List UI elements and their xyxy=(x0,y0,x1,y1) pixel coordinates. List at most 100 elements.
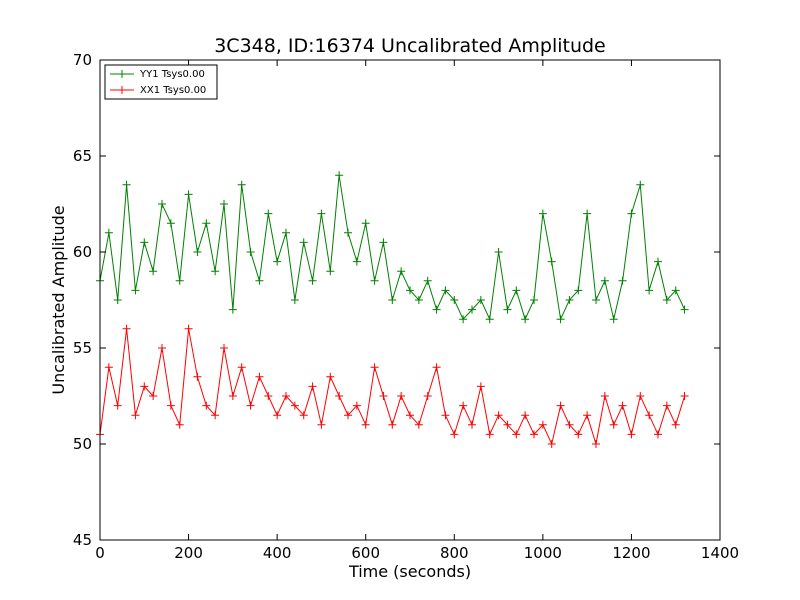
series-layer xyxy=(96,171,689,448)
data-point xyxy=(388,420,397,429)
data-point xyxy=(406,411,414,420)
data-point xyxy=(609,420,618,429)
data-point xyxy=(122,180,131,189)
data-point xyxy=(246,248,255,256)
data-point xyxy=(592,440,600,448)
data-point xyxy=(583,411,592,420)
data-point xyxy=(335,392,344,400)
data-point xyxy=(317,420,326,429)
data-point xyxy=(140,382,149,391)
data-point xyxy=(158,344,166,352)
y-tick-label: 65 xyxy=(73,147,92,165)
y-tick-label: 70 xyxy=(73,51,92,69)
data-point xyxy=(255,372,264,381)
data-point xyxy=(547,440,556,448)
data-point xyxy=(299,238,308,247)
data-point xyxy=(308,382,317,391)
data-point xyxy=(246,401,255,410)
data-point xyxy=(565,296,574,304)
data-point xyxy=(662,401,671,410)
data-point xyxy=(344,411,352,420)
data-point xyxy=(450,296,459,304)
x-tick-label: 800 xyxy=(440,544,469,562)
data-point xyxy=(512,430,521,439)
data-point xyxy=(485,430,494,439)
data-point xyxy=(299,411,308,420)
data-point xyxy=(255,276,264,285)
data-point xyxy=(290,296,299,304)
data-point xyxy=(131,411,140,420)
data-point xyxy=(556,315,565,324)
x-axis-title: Time (seconds) xyxy=(348,562,471,581)
data-point xyxy=(583,209,592,218)
data-point xyxy=(494,248,503,256)
y-tick-label: 50 xyxy=(73,435,92,453)
data-point xyxy=(450,430,459,439)
data-point xyxy=(184,190,193,199)
data-point xyxy=(317,209,326,218)
data-point xyxy=(149,267,158,276)
data-point xyxy=(556,401,565,410)
data-point xyxy=(370,363,379,372)
data-point xyxy=(175,276,184,285)
data-point xyxy=(600,392,609,400)
data-point xyxy=(485,315,494,324)
data-point xyxy=(636,392,645,400)
data-point xyxy=(131,286,140,295)
x-tick-label: 0 xyxy=(95,544,105,562)
data-point xyxy=(220,200,228,208)
data-point xyxy=(104,363,113,372)
data-point xyxy=(140,238,149,247)
series-yy1 xyxy=(96,171,689,324)
data-point xyxy=(468,305,476,314)
data-point xyxy=(441,411,450,420)
data-point xyxy=(521,411,530,420)
data-point xyxy=(211,411,220,420)
data-point xyxy=(680,305,689,314)
data-point xyxy=(645,286,654,295)
data-point xyxy=(397,267,406,276)
data-point xyxy=(662,296,671,304)
data-point xyxy=(565,420,574,429)
data-point xyxy=(494,411,503,420)
data-point xyxy=(645,411,654,420)
data-point xyxy=(166,401,175,410)
data-point xyxy=(459,401,468,410)
plot-frame xyxy=(99,59,721,541)
x-tick-label: 200 xyxy=(174,544,203,562)
data-point xyxy=(618,276,627,285)
data-point xyxy=(352,401,361,410)
data-point xyxy=(193,372,202,381)
data-point xyxy=(476,296,485,304)
data-point xyxy=(379,238,388,247)
data-point xyxy=(202,401,211,410)
data-point xyxy=(654,430,662,439)
data-point xyxy=(432,305,441,314)
data-point xyxy=(538,209,547,218)
data-point xyxy=(512,286,521,295)
data-point xyxy=(361,219,370,228)
data-point xyxy=(290,401,299,410)
data-point xyxy=(113,401,122,410)
chart-title: 3C348, ID:16374 Uncalibrated Amplitude xyxy=(214,35,606,57)
data-point xyxy=(104,228,113,237)
data-point xyxy=(202,219,211,228)
y-axis-title: Uncalibrated Amplitude xyxy=(49,205,68,394)
legend-label-yy1: YY1 Tsys0.00 xyxy=(139,69,205,80)
data-point xyxy=(282,228,290,237)
series-xx1 xyxy=(96,324,689,448)
data-point xyxy=(122,324,131,333)
data-point xyxy=(379,392,388,400)
data-point xyxy=(654,257,662,266)
data-point xyxy=(273,257,282,266)
y-tick-label: 60 xyxy=(73,243,92,261)
data-point xyxy=(441,286,450,295)
data-point xyxy=(264,209,273,218)
data-point xyxy=(671,286,680,295)
data-point xyxy=(175,420,184,429)
x-tick-label: 1000 xyxy=(524,544,562,562)
x-tick-label: 600 xyxy=(351,544,380,562)
data-point xyxy=(211,267,220,276)
data-point xyxy=(326,372,335,381)
